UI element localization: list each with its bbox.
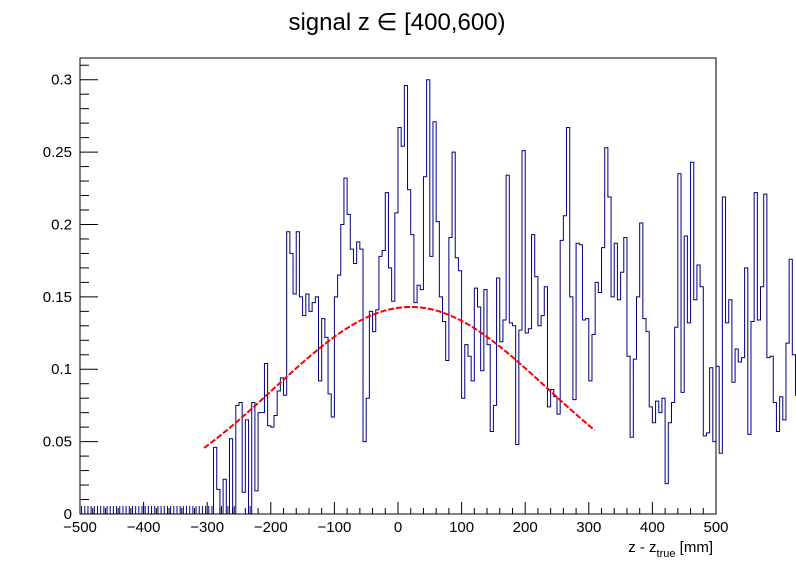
gaussian-fit-curve	[203, 305, 596, 449]
x-tick-label: 300	[576, 519, 601, 536]
x-tick-label: 500	[703, 519, 728, 536]
x-tick-label: 0	[394, 519, 402, 536]
chart-title-symbol: ∈	[377, 9, 398, 36]
x-tick-label: −100	[318, 519, 352, 536]
x-tick-label: −500	[63, 519, 97, 536]
x-axis: −500 −400 −300 −200 −100 0 100 200 300 400 500	[63, 502, 729, 536]
histogram-outline	[80, 79, 796, 515]
x-tick-label: 100	[449, 519, 474, 536]
x-tick-label: −400	[127, 519, 161, 536]
x-axis-label-sub: true	[657, 548, 676, 560]
fit-layer	[203, 305, 596, 449]
y-tick-label: 0.3	[51, 72, 72, 89]
x-axis-label-main: z - z	[628, 539, 656, 556]
y-tick-label: 0	[64, 506, 72, 523]
y-axis: 0 0.05 0.1 0.15 0.2 0.25 0.3	[43, 64, 98, 523]
x-axis-label-unit: [mm]	[676, 539, 714, 556]
histogram-layer	[80, 79, 796, 515]
x-tick-label: 400	[640, 519, 665, 536]
y-tick-label: 0.15	[43, 289, 72, 306]
chart-title: signal z ∈ [400,600)	[288, 9, 505, 36]
y-tick-label: 0.05	[43, 434, 72, 451]
x-tick-label: −300	[190, 519, 224, 536]
y-tick-label: 0.25	[43, 144, 72, 161]
x-tick-label: −200	[254, 519, 288, 536]
x-tick-label: 200	[513, 519, 538, 536]
y-tick-label: 0.1	[51, 361, 72, 378]
chart-title-range: [400,600)	[397, 9, 505, 36]
chart-title-main: signal z	[288, 9, 376, 36]
y-tick-label: 0.2	[51, 216, 72, 233]
x-axis-label: z - ztrue [mm]	[628, 539, 713, 560]
